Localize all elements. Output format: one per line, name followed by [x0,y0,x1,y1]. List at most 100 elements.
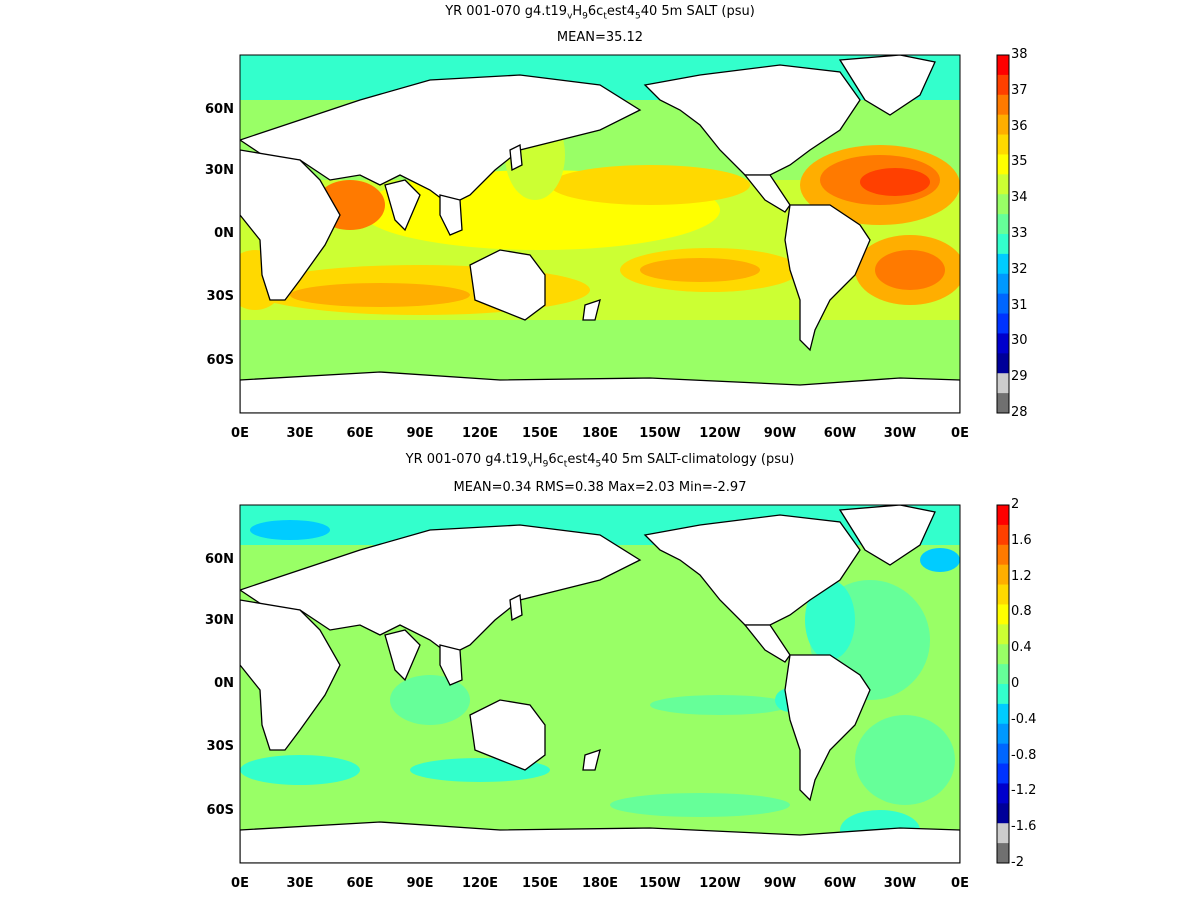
top-x-tick-label: 0E [231,426,249,441]
bottom-colorbar-tick-label: -1.6 [1011,819,1037,835]
bottom-x-tick-label: 90W [763,876,797,891]
top-colorbar-segment [997,194,1009,215]
top-colorbar-segment [997,74,1009,96]
bottom-x-tick-label: 0E [231,876,249,891]
bottom-colorbar-segment [997,743,1009,765]
top-colorbar-tick-label: 35 [1011,154,1028,170]
bottom-colorbar-segment [997,624,1009,645]
bottom-colorbar-tick-label: -0.4 [1011,711,1037,727]
bottom-colorbar-segment [997,505,1009,526]
top-x-tick-label: 60W [823,426,857,441]
top-colorbar-segment [997,154,1009,175]
bottom-x-tick-label: 60E [346,876,374,891]
bottom-colorbar-tick-label: -0.8 [1011,747,1037,763]
bottom-colorbar-segment [997,763,1009,784]
top-colorbar-segment [997,353,1009,374]
top-x-tick-label: 150W [639,426,681,441]
bottom-colorbar-tick-label: 1.6 [1011,532,1032,548]
bottom-x-tick-label: 180E [581,876,619,891]
bottom-colorbar-segment [997,684,1009,705]
top-colorbar-tick-label: 36 [1011,118,1028,134]
top-colorbar-tick-label: 31 [1011,297,1028,313]
bottom-colorbar-tick-label: -2 [1011,855,1024,870]
top-colorbar-segment [997,273,1009,295]
bottom-colorbar-segment [997,564,1009,586]
top-colorbar-tick-label: 33 [1011,226,1028,241]
top-colorbar-segment [997,214,1009,235]
bottom-colorbar-segment [997,664,1009,685]
bottom-x-tick-label: 60W [823,876,857,891]
top-map-title: YR 001-070 g4.t19vH96ctest4540 5m SALT (… [445,4,755,22]
top-colorbar-segment [997,94,1009,116]
top-x-tick-label: 150E [521,426,559,441]
top-x-tick-label: 120E [461,426,499,441]
bottom-colorbar-segment [997,703,1009,725]
bottom-colorbar-segment [997,644,1009,665]
top-colorbar-tick-label: 34 [1011,190,1028,206]
top-colorbar-segment [997,134,1009,155]
bottom-colorbar-tick-label: 0.4 [1011,640,1032,656]
bottom-x-tick-label: 150W [639,876,681,891]
top-colorbar-segment [997,333,1009,354]
bottom-colorbar [996,504,1010,864]
top-colorbar-tick-label: 38 [1011,47,1028,62]
top-x-tick-label: 30W [883,426,917,441]
bottom-colorbar-segment [997,823,1009,844]
top-x-tick-label: 120W [699,426,741,441]
top-colorbar-frame [996,54,1010,414]
bottom-colorbar-segment [997,803,1009,824]
top-map-frame [239,54,961,414]
top-colorbar-segment [997,114,1009,136]
bottom-map-frame [239,504,961,864]
top-x-tick-label: 0E [951,426,969,441]
top-y-tick-label: 30S [206,288,234,304]
bottom-anomaly-map [240,505,960,863]
top-y-tick-label: 60S [206,353,234,369]
bottom-x-tick-label: 0E [951,876,969,891]
top-x-tick-label: 60E [346,426,374,441]
top-x-tick-label: 180E [581,426,619,441]
bottom-x-tick-label: 120E [461,876,499,891]
bottom-y-tick-label: 0N [214,676,234,691]
top-colorbar-segment [997,253,1009,275]
top-colorbar-segment [997,293,1009,315]
bottom-colorbar-segment [997,723,1009,745]
bottom-colorbar-tick-label: 0.8 [1011,604,1032,620]
bottom-x-tick-label: 30E [286,876,314,891]
bottom-x-tick-label: 150E [521,876,559,891]
top-colorbar-segment [997,313,1009,334]
top-map-subtitle: MEAN=35.12 [556,30,644,45]
top-x-tick-label: 90W [763,426,797,441]
bottom-x-tick-label: 90E [406,876,434,891]
bottom-colorbar-frame [996,504,1010,864]
top-colorbar-tick-label: 29 [1011,369,1028,385]
bottom-colorbar-segment [997,604,1009,625]
bottom-colorbar-segment [997,843,1009,864]
top-colorbar-tick-label: 28 [1011,405,1028,420]
bottom-y-tick-label: 30N [205,613,234,629]
top-colorbar-segment [997,55,1009,76]
top-colorbar-segment [997,234,1009,255]
bottom-colorbar-tick-label: -1.2 [1011,783,1037,799]
bottom-y-tick-label: 30S [206,738,234,754]
bottom-x-tick-label: 120W [699,876,741,891]
bottom-colorbar-tick-label: 2 [1011,497,1020,512]
top-x-tick-label: 90E [406,426,434,441]
top-x-tick-label: 30E [286,426,314,441]
bottom-x-tick-label: 30W [883,876,917,891]
top-y-tick-label: 0N [214,226,234,241]
top-salinity-map [240,55,960,413]
bottom-colorbar-segment [997,544,1009,566]
top-y-tick-label: 30N [205,163,234,179]
bottom-colorbar-tick-label: 1.2 [1011,568,1032,584]
bottom-map-title: YR 001-070 g4.t19vH96ctest4540 5m SALT-c… [405,452,795,470]
top-colorbar [996,54,1010,414]
bottom-colorbar-segment [997,584,1009,605]
top-colorbar-segment [997,393,1009,414]
bottom-colorbar-segment [997,524,1009,546]
top-colorbar-segment [997,373,1009,394]
bottom-colorbar-segment [997,783,1009,804]
bottom-colorbar-tick-label: 0 [1011,676,1020,691]
bottom-map-subtitle: MEAN=0.34 RMS=0.38 Max=2.03 Min=-2.97 [453,480,747,495]
